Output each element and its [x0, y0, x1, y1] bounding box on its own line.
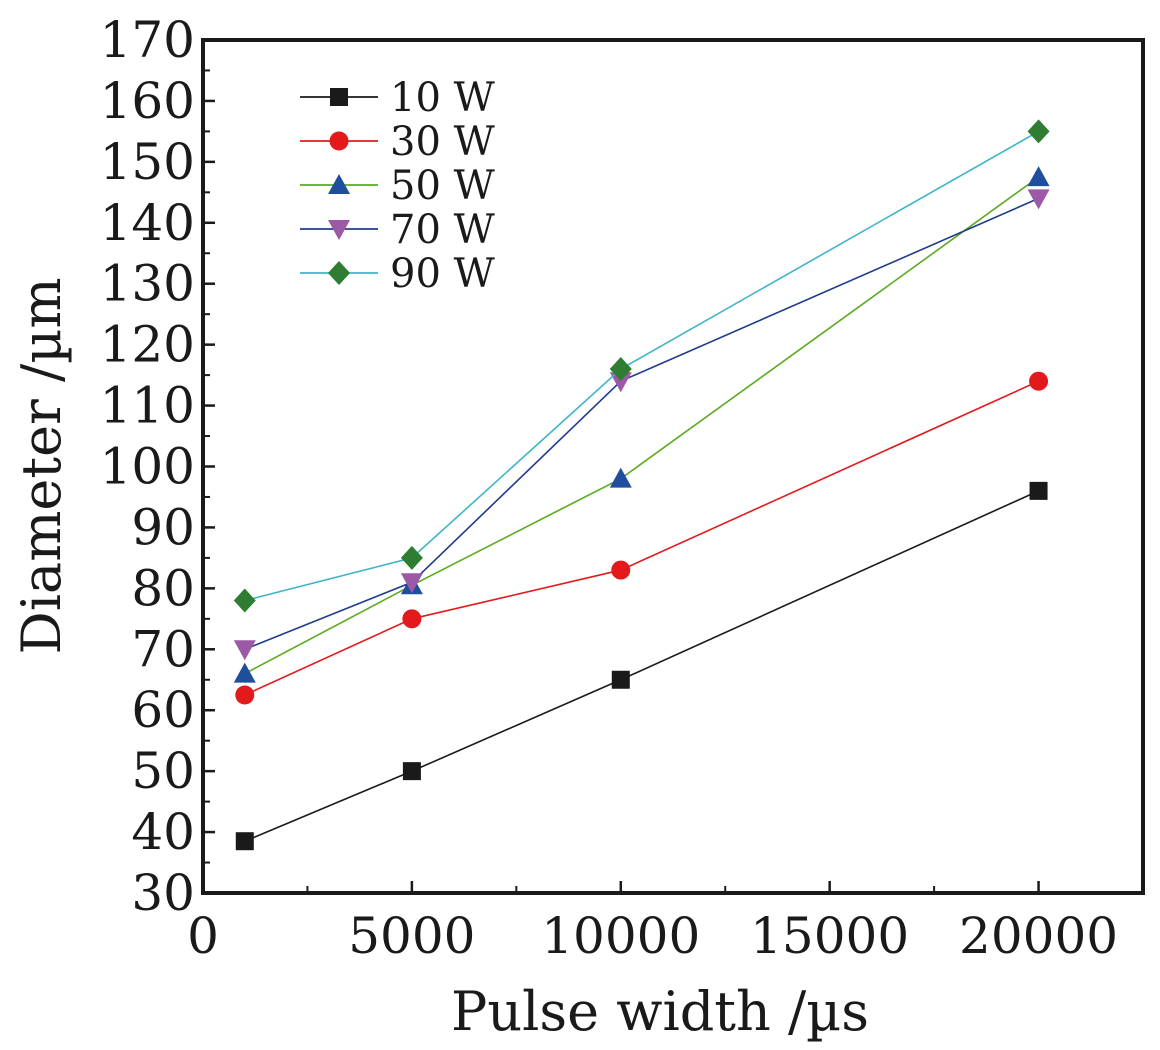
y-tick-label: 100 [100, 438, 195, 496]
y-tick-label: 170 [100, 11, 195, 69]
legend: 10 W30 W50 W70 W90 W [300, 75, 495, 297]
y-tick-label: 90 [131, 498, 195, 556]
data-point [233, 662, 256, 683]
series-line [244, 490, 1039, 842]
legend-item: 70 W [300, 207, 495, 253]
legend-marker [328, 261, 350, 285]
data-point [609, 357, 632, 382]
x-tick-label: 10000 [541, 907, 700, 965]
plot-frame [201, 38, 1145, 895]
data-point [235, 832, 254, 851]
legend-item: 10 W [300, 75, 495, 121]
data-point [609, 372, 632, 393]
y-tick-label: 80 [131, 559, 195, 617]
x-tick-label: 0 [187, 907, 219, 965]
data-point [611, 560, 631, 580]
data-point [400, 573, 423, 594]
data-point [611, 670, 630, 689]
data-point [1027, 119, 1050, 144]
legend-marker [329, 131, 349, 151]
y-tick-label: 60 [131, 681, 195, 739]
legend-item: 30 W [300, 119, 495, 165]
data-point [402, 609, 422, 629]
y-tick-label: 160 [100, 72, 195, 130]
legend-marker [330, 88, 348, 106]
legend-label: 70 W [390, 207, 495, 253]
y-tick-label: 140 [100, 194, 195, 252]
series-layer [233, 119, 1050, 851]
x-tick-label: 20000 [959, 907, 1118, 965]
series-70w [233, 189, 1050, 661]
series-30w [235, 371, 1049, 705]
data-point [1027, 189, 1050, 210]
y-axis-title: Diameter /µm [10, 277, 73, 654]
series-90w [233, 119, 1050, 613]
y-tick-label: 40 [131, 803, 195, 861]
series-line [244, 176, 1040, 675]
legend-marker [328, 220, 350, 240]
data-point [402, 762, 421, 781]
y-tick-label: 110 [100, 377, 195, 435]
legend-label: 30 W [390, 119, 495, 165]
data-point [235, 685, 255, 705]
legend-label: 10 W [390, 75, 495, 121]
data-point [609, 467, 632, 488]
y-tick-label: 70 [131, 620, 195, 678]
data-point [1029, 481, 1048, 500]
legend-label: 90 W [390, 251, 495, 297]
legend-item: 50 W [300, 163, 495, 209]
y-tick-label: 130 [100, 255, 195, 313]
series-10w [235, 481, 1048, 851]
series-line [244, 130, 1039, 602]
x-axis-title: Pulse width /µs [451, 980, 869, 1043]
data-point [233, 588, 256, 613]
y-tick-label: 30 [131, 864, 195, 922]
y-tick-label: 120 [100, 316, 195, 374]
data-point [400, 545, 423, 570]
series-50w [233, 166, 1050, 683]
y-tick-label: 150 [100, 133, 195, 191]
x-axis: 0 5000 10000 15000 20000 [187, 881, 1118, 965]
series-line [244, 197, 1039, 651]
legend-marker [328, 174, 350, 194]
data-point [1029, 371, 1049, 391]
legend-item: 90 W [300, 251, 495, 297]
data-point [1027, 166, 1050, 187]
x-tick-label: 15000 [750, 907, 909, 965]
x-tick-label: 5000 [348, 907, 475, 965]
y-tick-label: 50 [131, 742, 195, 800]
series-line [244, 380, 1039, 696]
legend-label: 50 W [390, 163, 495, 209]
data-point [233, 640, 256, 661]
